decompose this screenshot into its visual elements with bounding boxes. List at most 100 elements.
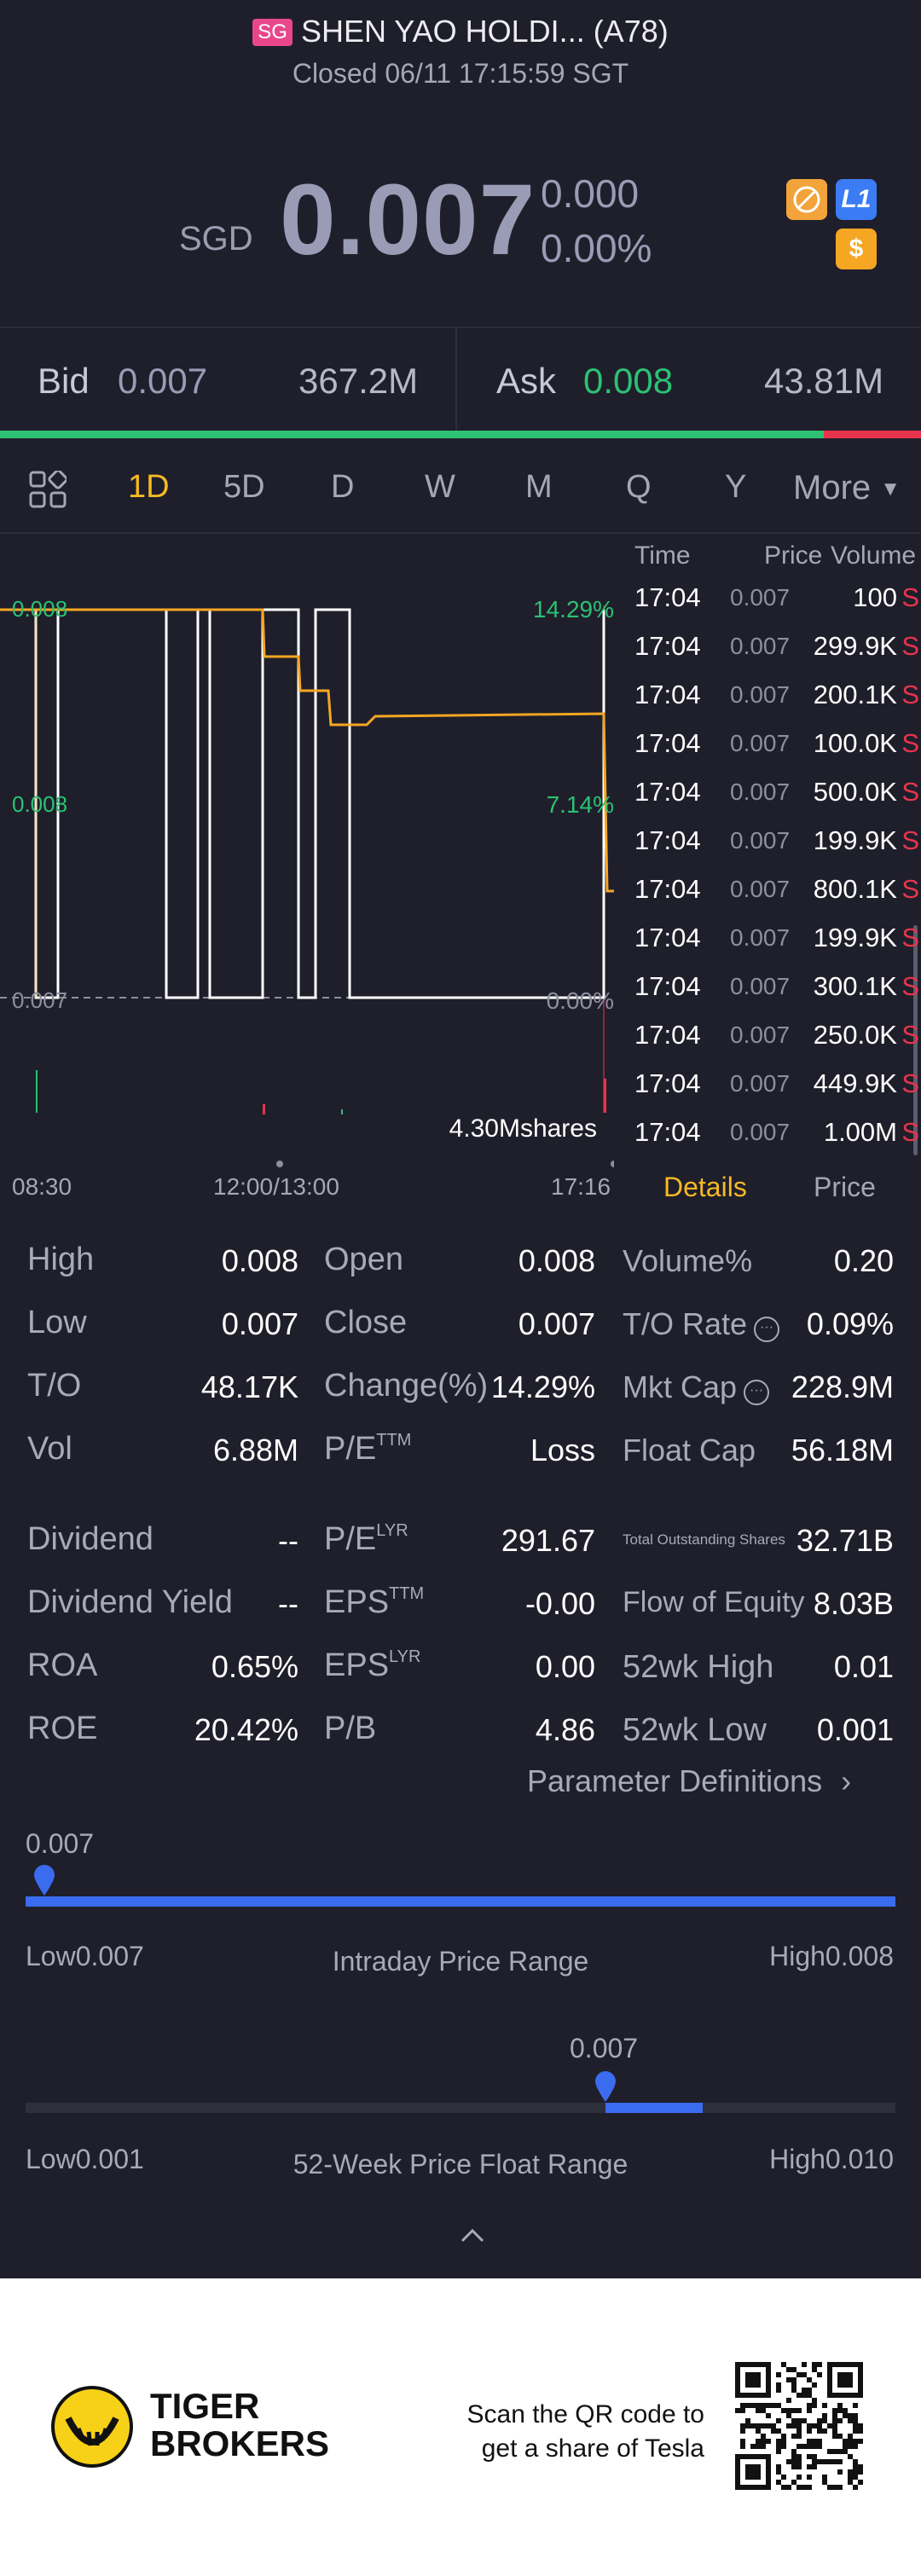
intraday-low: Low0.007	[26, 1941, 144, 1972]
tab-quarter[interactable]: Q	[626, 469, 652, 505]
tick-side: S	[901, 582, 919, 612]
tab-5d[interactable]: 5D	[223, 469, 265, 505]
stat-close-value: 0.007	[518, 1306, 595, 1341]
stat-vol-label: Vol	[27, 1431, 72, 1467]
tick-time: 17:04	[634, 971, 701, 1001]
tiger-logo-icon	[51, 2386, 133, 2468]
pct-axis-bottom: 0.00%	[546, 987, 614, 1014]
intraday-chart[interactable]: 0.008 0.008 0.007 14.29% 7.14% 0.00% 4.3…	[0, 533, 618, 1177]
to-rate-text: T/O Rate	[623, 1306, 748, 1341]
tick-time: 17:04	[634, 777, 701, 807]
tick-volume: 100.0K	[813, 728, 897, 758]
tick-header-time: Time	[634, 541, 691, 570]
tick-side: S	[901, 777, 919, 807]
stat-pe-lyr-label: P/ELYR	[324, 1521, 408, 1558]
stat-open-label: Open	[324, 1242, 403, 1277]
tick-volume: 300.1K	[813, 971, 897, 1001]
tick-price: 0.007	[730, 681, 791, 708]
stat-dividend-label: Dividend	[27, 1521, 154, 1557]
scrollbar[interactable]	[913, 925, 918, 1155]
parameter-definitions-link[interactable]: Parameter Definitions ›	[527, 1763, 851, 1799]
no-margin-icon[interactable]	[786, 179, 827, 220]
stat-float-cap-label: Float Cap	[623, 1433, 756, 1467]
tab-day[interactable]: D	[331, 469, 355, 505]
tab-more[interactable]: More ▼	[793, 469, 901, 507]
pe-lyr-sup: LYR	[376, 1521, 408, 1540]
tick-price: 0.007	[730, 1070, 791, 1097]
tick-volume: 200.1K	[813, 680, 897, 709]
time-marker-dot	[276, 1161, 283, 1167]
tick-row: 17:04 0.007 299.9K S	[623, 624, 921, 673]
pct-axis-top: 14.29%	[533, 596, 614, 622]
tick-time: 17:04	[634, 825, 701, 855]
last-price: 0.007	[280, 164, 536, 276]
info-icon[interactable]: ···	[744, 1380, 770, 1405]
tick-row: 17:04 0.007 199.9K S	[623, 916, 921, 964]
x-axis-end: 17:16	[551, 1173, 611, 1200]
week52-high: High0.010	[769, 2144, 894, 2175]
eps-ttm-sup: TTM	[389, 1584, 425, 1603]
week52-current-value: 0.007	[570, 2033, 639, 2064]
time-and-sales[interactable]: Time Price Volume 17:04 0.007 100 S 17:04 0.0…	[623, 533, 921, 1155]
x-axis-mid: 12:00/13:00	[213, 1173, 339, 1200]
tick-row: 17:04 0.007 500.0K S	[623, 770, 921, 819]
stat-pb-value: 4.86	[535, 1712, 595, 1747]
tick-price: 0.007	[730, 584, 791, 611]
tick-side: S	[901, 825, 919, 855]
ask-label: Ask	[496, 361, 557, 401]
price-change-pct: 0.00%	[541, 226, 652, 270]
week52-low-label: Low	[26, 2144, 76, 2174]
tab-price[interactable]: Price	[814, 1172, 876, 1202]
price-axis-bottom: 0.007	[12, 987, 68, 1013]
stat-to-rate-label[interactable]: T/O Rate ···	[623, 1306, 780, 1342]
tab-month[interactable]: M	[525, 469, 553, 505]
price-axis-top: 0.008	[12, 596, 68, 622]
bid-ratio-bar	[0, 431, 824, 438]
intraday-high-value: 0.008	[825, 1941, 894, 1971]
stock-name[interactable]: SHEN YAO HOLDI... (A78)	[300, 14, 669, 49]
stat-mkt-cap-label[interactable]: Mkt Cap ···	[623, 1369, 770, 1405]
stat-eps-ttm-value: -0.00	[524, 1586, 595, 1621]
tab-details[interactable]: Details	[663, 1172, 747, 1202]
tab-1d[interactable]: 1D	[128, 469, 170, 505]
dollar-icon[interactable]: $	[836, 229, 877, 269]
tick-row: 17:04 0.007 199.9K S	[623, 819, 921, 867]
brand-name: TIGER BROKERS	[150, 2388, 329, 2463]
intraday-low-value: 0.007	[75, 1941, 144, 1971]
bid-ask-panel: Bid 0.007 367.2M Ask 0.008 43.81M	[0, 328, 921, 431]
tab-week[interactable]: W	[425, 469, 455, 505]
chevron-up-icon[interactable]	[457, 2226, 488, 2246]
stat-roe-value: 20.42%	[194, 1712, 298, 1747]
layout-grid-icon[interactable]	[29, 471, 67, 508]
tick-side: S	[901, 1020, 919, 1050]
pe-ttm-sup: TTM	[376, 1431, 412, 1450]
bid-price: 0.007	[118, 361, 208, 401]
stat-low-label: Low	[27, 1305, 87, 1340]
tick-volume: 299.9K	[813, 631, 897, 661]
stat-to-label: T/O	[27, 1368, 82, 1404]
tick-volume: 100	[853, 582, 897, 612]
price-axis-mid: 0.008	[12, 791, 68, 817]
info-icon[interactable]: ···	[754, 1317, 780, 1342]
intraday-range-track	[26, 1896, 895, 1907]
stat-float-cap-value: 56.18M	[791, 1433, 894, 1467]
intraday-low-label: Low	[26, 1941, 76, 1971]
promo-footer: TIGER BROKERS Scan the QR code to get a …	[0, 2278, 921, 2576]
qr-caption-line1: Scan the QR code to	[466, 2400, 705, 2428]
tick-side: S	[901, 923, 919, 952]
stat-dividend-value: --	[278, 1523, 298, 1558]
quote-header: SG SHEN YAO HOLDI... (A78) Closed 06/11 1…	[0, 0, 921, 324]
tick-price: 0.007	[730, 730, 791, 756]
eps-ttm-text: EPS	[324, 1584, 390, 1620]
qr-code[interactable]	[735, 2362, 863, 2490]
stat-open-value: 0.008	[518, 1243, 595, 1278]
divider	[0, 532, 921, 534]
tick-price: 0.007	[730, 633, 791, 659]
stat-volume-pct-label: Volume%	[623, 1243, 753, 1278]
stat-close-label: Close	[324, 1305, 408, 1340]
bid-label: Bid	[38, 361, 90, 401]
tab-year[interactable]: Y	[725, 469, 747, 505]
level1-icon[interactable]: L1	[836, 179, 877, 220]
stat-eps-ttm-label: EPSTTM	[324, 1584, 424, 1621]
intraday-high: High0.008	[769, 1941, 894, 1972]
